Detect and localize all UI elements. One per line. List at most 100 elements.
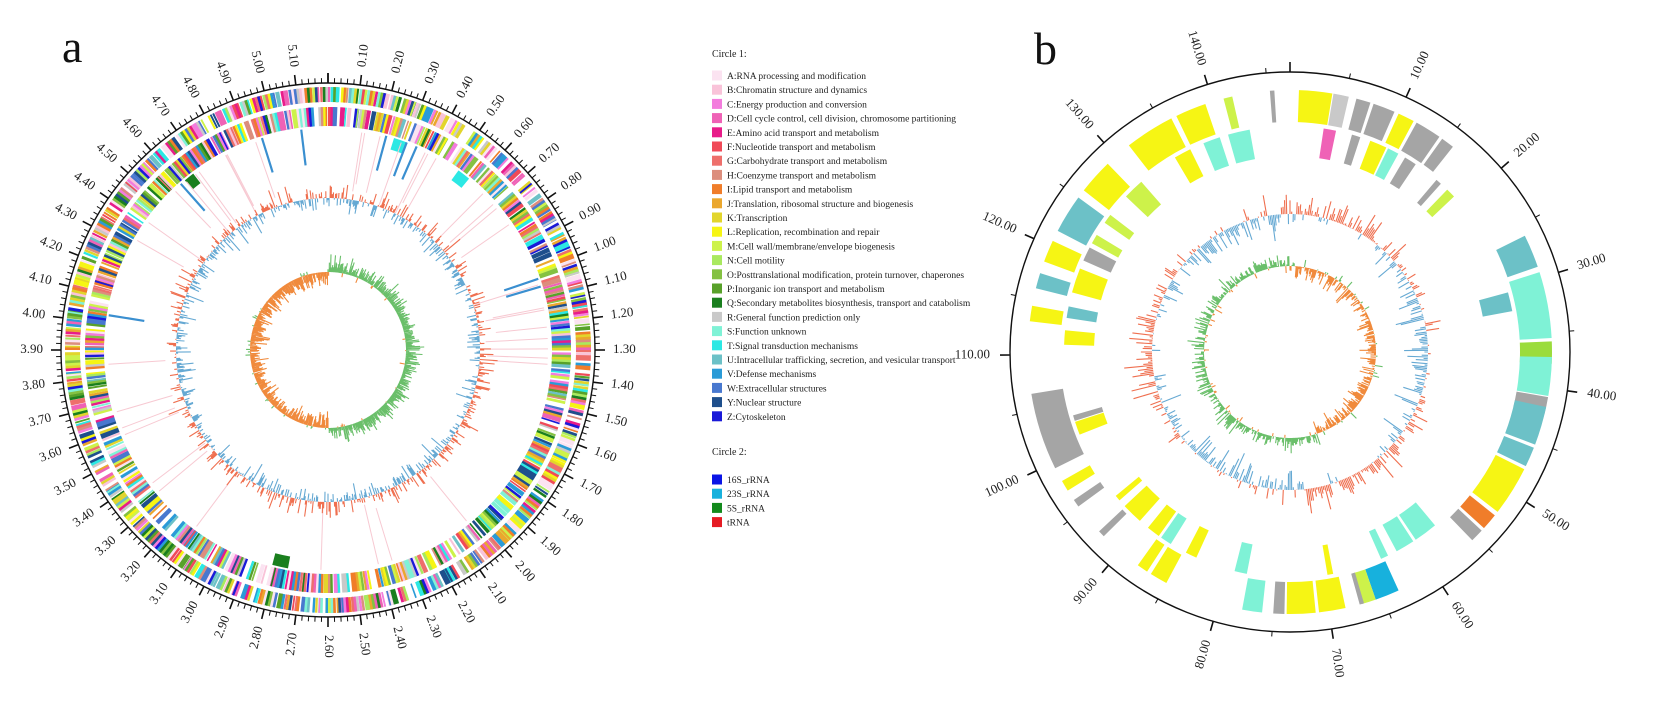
cog-feature (279, 111, 287, 131)
axis-tick-label: 0.20 (387, 49, 407, 75)
cog-feature (255, 563, 266, 584)
cog-feature (309, 87, 313, 103)
axis-tick (184, 118, 188, 124)
cog-feature (288, 89, 294, 105)
axis-tick (589, 400, 596, 403)
cog-feature (418, 105, 428, 121)
gene-block (1460, 495, 1495, 529)
axis-tick-label: 4.00 (22, 304, 46, 322)
axis-tick (237, 601, 240, 607)
legend-swatch (712, 517, 722, 528)
cog-feature (527, 193, 542, 206)
cog-feature (146, 157, 159, 171)
axis-tick (218, 594, 222, 600)
cog-feature (561, 261, 577, 268)
cog-feature (569, 402, 586, 411)
gene-block (1450, 508, 1482, 541)
axis-tick (479, 121, 487, 131)
axis-tick (462, 579, 467, 585)
axis-tick-label: 2.00 (513, 557, 539, 584)
cog-feature (171, 162, 186, 179)
legend-label: N:Cell motility (727, 257, 785, 267)
cog-feature (506, 166, 519, 180)
cog-feature (165, 545, 179, 560)
axis-tick-label: 0.50 (482, 92, 507, 119)
positive-bars (1124, 194, 1441, 514)
axis-tick (1488, 548, 1493, 553)
axis-tick (152, 553, 157, 559)
trna-line (363, 504, 379, 565)
cog-feature (106, 206, 121, 217)
axis-tick (1059, 183, 1065, 188)
cog-feature (368, 90, 374, 106)
cog-feature (66, 319, 82, 325)
cog-feature (155, 175, 172, 193)
cog-feature (138, 195, 156, 210)
axis-tick (256, 607, 259, 613)
cog-feature (550, 318, 570, 323)
cog-feature (512, 174, 526, 187)
axis-tick (564, 473, 574, 480)
cog-feature (541, 412, 562, 423)
rna-block (451, 170, 470, 188)
cog-feature (86, 377, 106, 382)
rna-feature-lines (108, 129, 548, 570)
cog-feature (89, 300, 109, 308)
cog-feature (93, 408, 113, 416)
cog-feature (520, 503, 535, 516)
axis-tick (58, 413, 69, 418)
axis-tick (224, 597, 228, 603)
cog-feature (368, 111, 377, 131)
cog-feature (143, 495, 160, 511)
rrna-line (179, 183, 206, 212)
cog-feature (443, 117, 456, 134)
cog-feature (366, 570, 373, 590)
cog-feature (120, 222, 138, 234)
cog-feature (115, 458, 134, 471)
cog-feature (418, 127, 429, 146)
gene-block (1099, 509, 1127, 537)
cog-feature (463, 556, 474, 571)
cog-feature (251, 97, 259, 113)
axis-tick (128, 531, 133, 536)
axis-tick (198, 586, 205, 596)
axis-tick (275, 82, 278, 89)
cog-feature (477, 546, 489, 561)
gene-block (1073, 406, 1104, 421)
cog-feature (133, 484, 151, 499)
cog-feature (234, 556, 244, 576)
cog-feature (534, 434, 554, 443)
trna-line (152, 442, 206, 484)
cog-feature (499, 490, 518, 506)
axis-tick-label: 2.60 (322, 635, 337, 658)
cog-feature (179, 130, 192, 146)
gene-block (1242, 578, 1266, 613)
axis-tick (249, 605, 253, 611)
cog-feature (390, 95, 398, 111)
cog-feature (87, 313, 107, 319)
axis-tick (403, 89, 407, 95)
cog-feature (502, 163, 516, 176)
cog-feature (127, 510, 142, 524)
cog-feature (272, 92, 278, 108)
legend-label: F:Nucleotide transport and metabolism (727, 143, 876, 153)
cog-feature (77, 425, 93, 434)
gene-block (1348, 98, 1371, 134)
legend-swatch (712, 297, 722, 308)
gene-block (1382, 516, 1414, 552)
axis-tick (243, 91, 246, 97)
axis-tick (1096, 134, 1105, 144)
cog-feature (127, 211, 144, 224)
cog-feature (424, 130, 435, 149)
legend-swatch (712, 382, 722, 393)
axis-tick (249, 89, 253, 95)
axis-tick (162, 561, 167, 567)
cog-feature (444, 540, 457, 558)
cog-feature (155, 537, 169, 552)
axis-circle (60, 82, 596, 618)
cog-feature (573, 310, 589, 315)
cog-feature (282, 90, 290, 106)
gene-block (1399, 502, 1436, 540)
axis-tick (1348, 73, 1351, 79)
cog-feature (239, 122, 249, 142)
